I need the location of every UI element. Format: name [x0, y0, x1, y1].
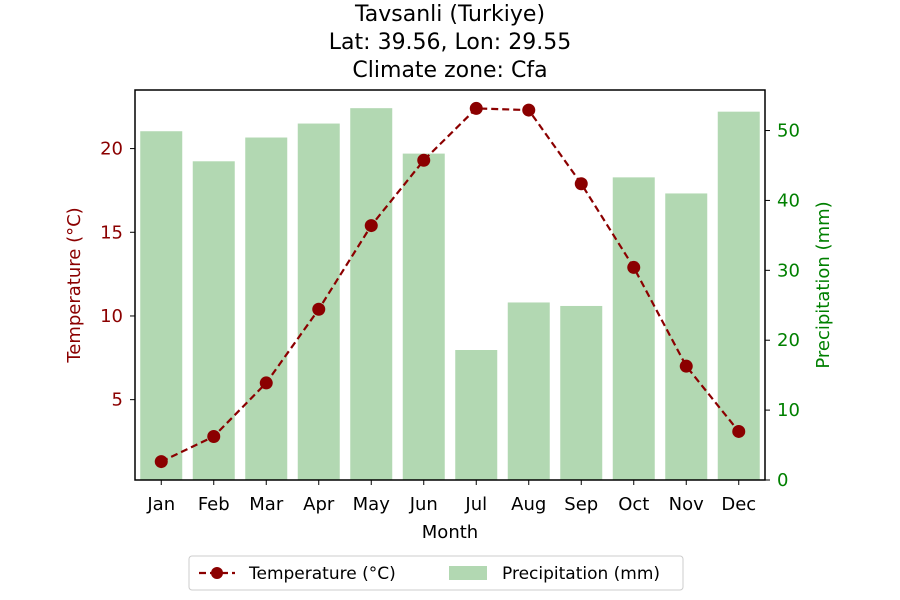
precipitation-bar-oct — [612, 177, 655, 480]
temperature-point-jul — [469, 101, 483, 115]
temperature-point-feb — [207, 429, 221, 443]
x-tick-label: Oct — [618, 494, 649, 515]
title-line-2: Lat: 39.56, Lon: 29.55 — [329, 30, 571, 55]
temperature-point-oct — [627, 260, 641, 274]
precipitation-tick-label: 20 — [777, 330, 800, 351]
temperature-tick-label: 20 — [100, 139, 123, 160]
precipitation-bar-nov — [665, 193, 708, 480]
precipitation-bars — [140, 108, 760, 481]
precipitation-bar-feb — [192, 161, 235, 480]
x-tick-label: May — [353, 494, 391, 515]
precipitation-tick-label: 50 — [777, 121, 800, 142]
temperature-point-mar — [259, 376, 273, 390]
temperature-point-jun — [417, 153, 431, 167]
x-tick-label: Jul — [464, 494, 487, 515]
temperature-point-aug — [522, 103, 536, 117]
x-tick-label: Feb — [198, 494, 230, 515]
temperature-line — [160, 107, 740, 463]
precipitation-bar-jul — [455, 350, 498, 480]
precipitation-tick-label: 30 — [777, 260, 800, 281]
temperature-axis-label: Temperature (°C) — [64, 207, 85, 363]
plot-frame — [134, 89, 766, 481]
temperature-tick-label: 5 — [112, 390, 123, 411]
legend-precipitation-label: Precipitation (mm) — [502, 564, 660, 584]
temperature-point-dec — [732, 424, 746, 438]
precipitation-bar-dec — [717, 111, 760, 481]
legend: Temperature (°C) Precipitation (mm) — [188, 555, 684, 591]
x-tick-label: Jun — [409, 494, 438, 515]
x-tick-label: Mar — [249, 494, 284, 515]
x-tick-label: Sep — [564, 494, 598, 515]
temperature-tick-label: 10 — [100, 306, 123, 327]
precipitation-bar-jan — [140, 131, 183, 480]
x-tick-label: Aug — [511, 494, 546, 515]
temperature-point-may — [364, 219, 378, 233]
temperature-point-jan — [154, 455, 168, 469]
x-axis: Jan Feb Mar Apr May Jun Jul Aug Sep Oct Nov Dec — [146, 480, 756, 515]
x-axis-label: Month — [422, 522, 478, 543]
x-tick-label: Nov — [669, 494, 704, 515]
precipitation-tick-label: 40 — [777, 190, 800, 211]
precipitation-bar-mar — [245, 137, 288, 480]
precipitation-tick-label: 0 — [777, 470, 788, 491]
chart-title: Tavsanli (Turkiye) Lat: 39.56, Lon: 29.5… — [329, 2, 571, 83]
precipitation-axis: 0 10 20 30 40 50 — [765, 121, 800, 491]
temperature-axis: 5 10 15 20 — [100, 139, 135, 411]
legend-precipitation-swatch — [449, 566, 487, 580]
x-tick-label: Apr — [303, 494, 335, 515]
legend-temperature-marker — [211, 567, 223, 579]
precipitation-bar-aug — [507, 302, 550, 480]
precipitation-axis-label: Precipitation (mm) — [813, 201, 834, 368]
precipitation-bar-apr — [297, 123, 340, 480]
title-line-3: Climate zone: Cfa — [352, 58, 547, 83]
temperature-point-nov — [679, 359, 693, 373]
precipitation-bar-may — [350, 108, 393, 480]
precipitation-bar-jun — [402, 153, 445, 480]
legend-temperature-label: Temperature (°C) — [248, 564, 396, 584]
legend-box — [188, 555, 684, 591]
x-tick-label: Dec — [721, 494, 756, 515]
temperature-point-sep — [574, 177, 588, 191]
temperature-series — [154, 101, 746, 469]
precipitation-tick-label: 10 — [777, 400, 800, 421]
x-tick-label: Jan — [146, 494, 175, 515]
title-line-1: Tavsanli (Turkiye) — [354, 2, 545, 27]
temperature-point-apr — [312, 302, 326, 316]
precipitation-bar-sep — [560, 305, 603, 480]
temperature-tick-label: 15 — [100, 222, 123, 243]
